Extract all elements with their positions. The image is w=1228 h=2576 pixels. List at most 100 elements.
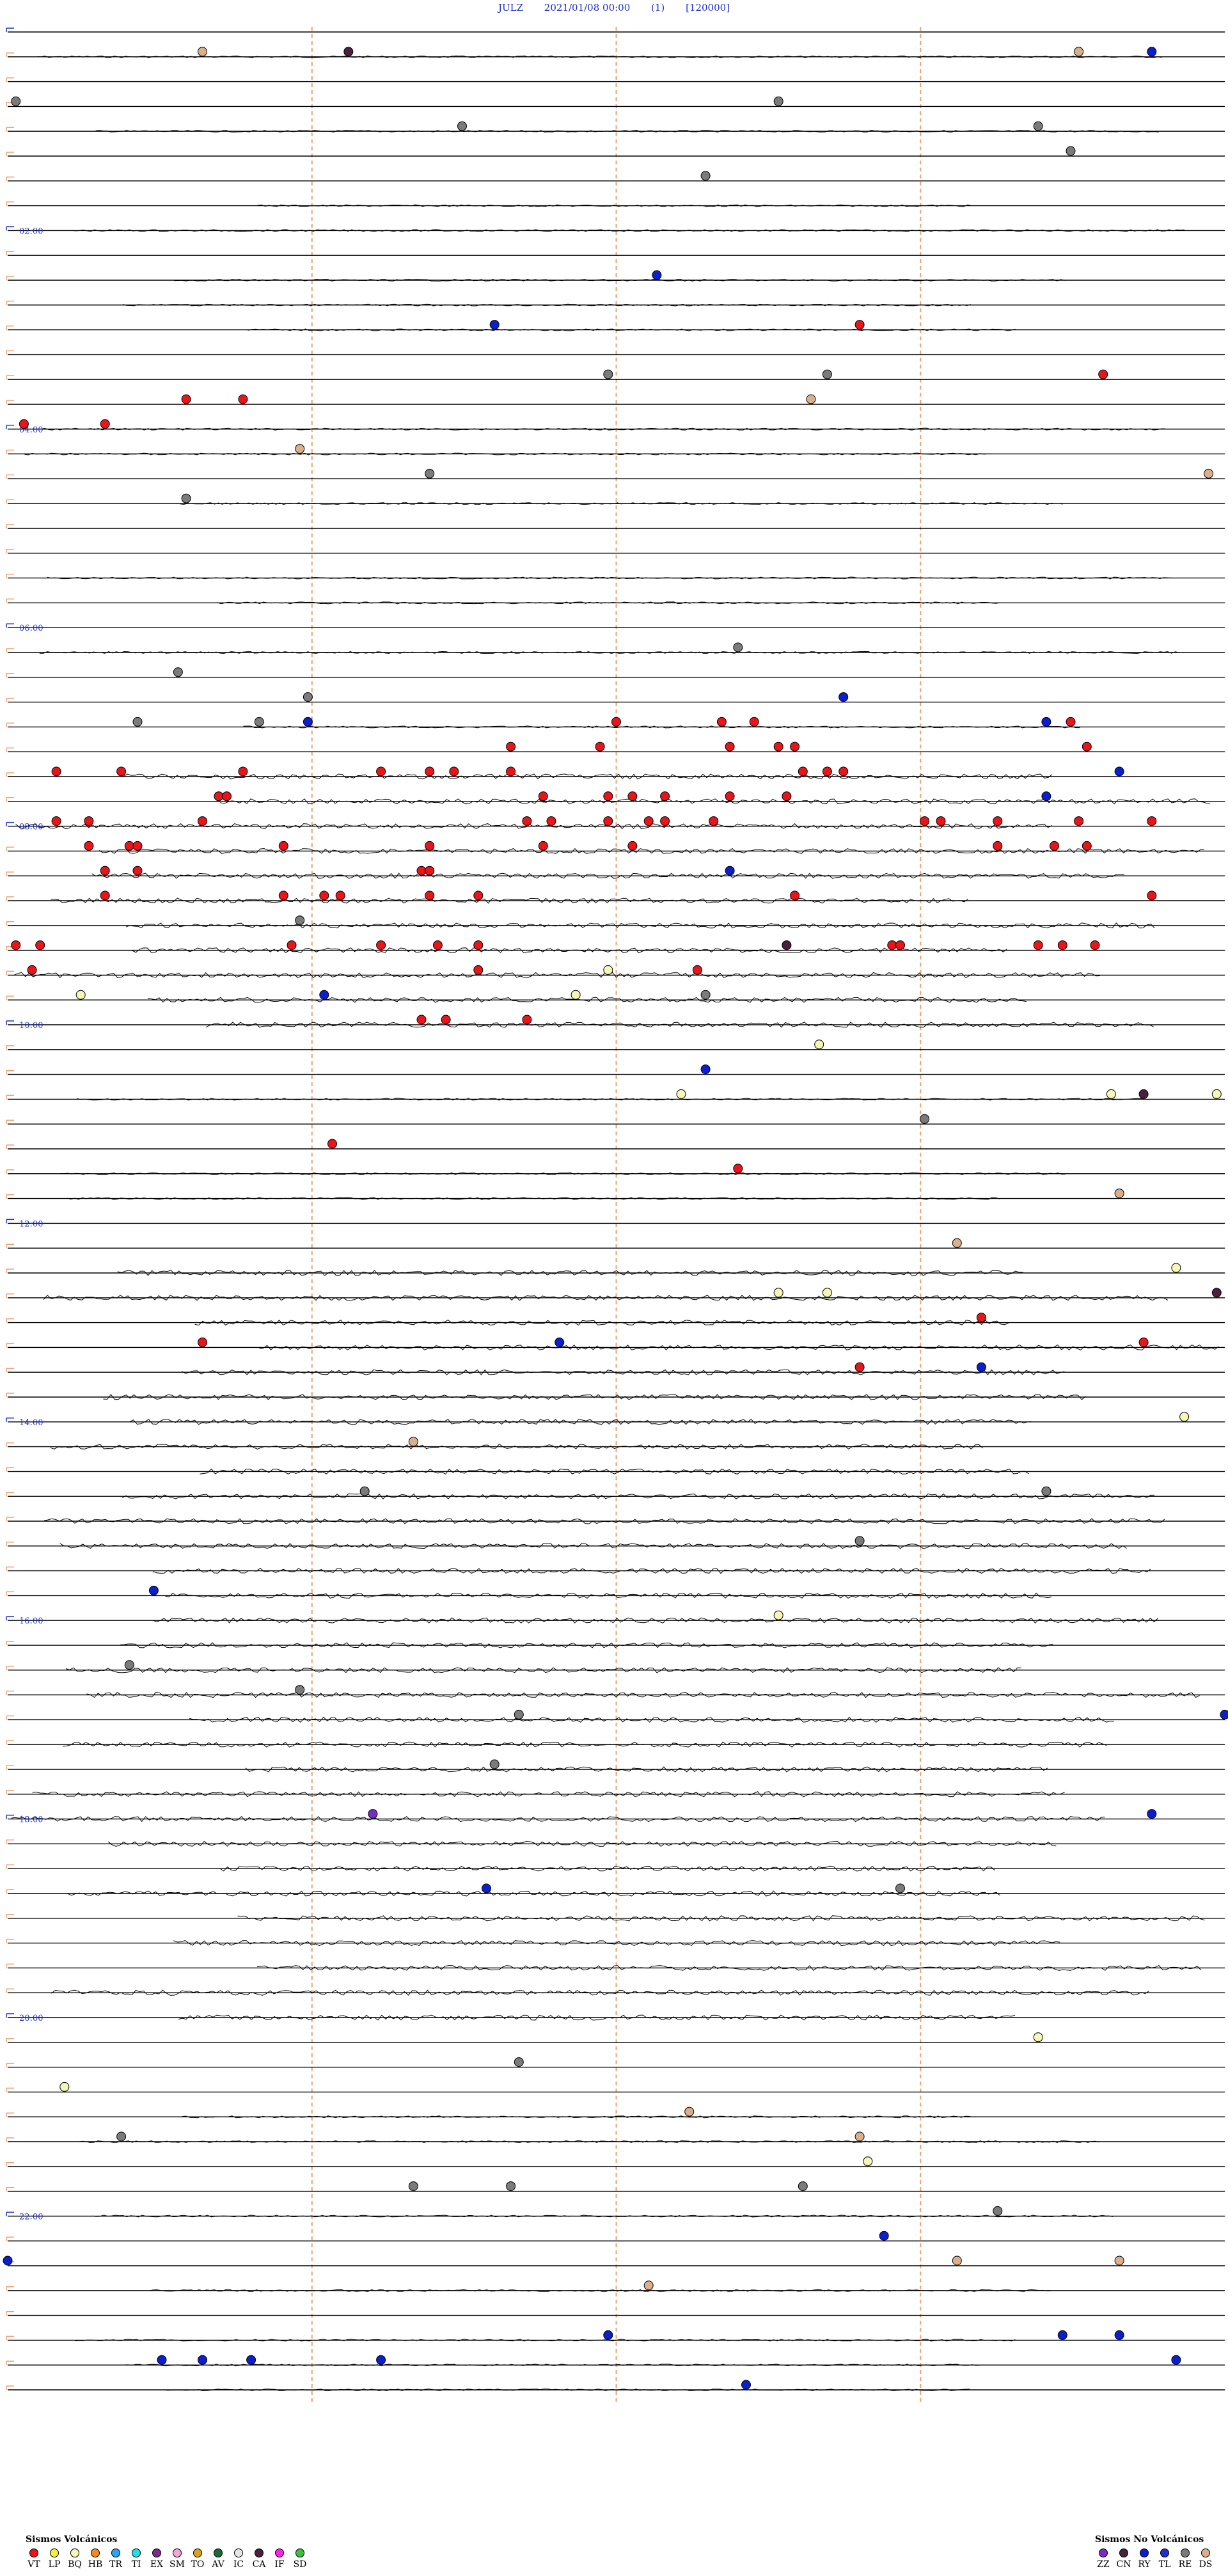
event-marker-bq [814,1039,824,1050]
trace-signal [180,502,1063,505]
event-marker-ry [489,320,500,330]
event-marker-vt [100,419,110,429]
trace-row-47 [6,1194,1225,1200]
trace-row-14 [6,375,1225,380]
event-marker-vt [425,766,435,777]
event-marker-vt [425,890,435,901]
event-marker-re [1041,1486,1051,1496]
trace-signal [103,1394,1086,1400]
event-marker-bq [75,990,86,1000]
event-marker-ds [1074,47,1084,57]
event-marker-vt [733,1164,743,1174]
legend-item-av: AV [210,2548,226,2570]
row-tick [6,995,14,1000]
trace-row-62 [6,1566,1225,1574]
legend-swatch [193,2548,202,2557]
event-marker-ry [652,270,662,280]
hour-label: 02:00 [19,226,43,236]
trace-row-42 [6,1070,1225,1075]
legend-item-ti: TI [128,2548,145,2570]
row-tick [6,1045,14,1050]
event-marker-ry [603,2330,613,2340]
event-marker-ca [1138,1089,1149,1099]
scale-label: [120000] [686,2,730,13]
event-marker-ry [157,2355,167,2365]
legend-code: EX [150,2559,164,2570]
event-marker-vt [660,791,670,802]
row-tick [6,1094,14,1100]
row-tick [6,1020,14,1025]
trace-signal [237,1915,1205,1922]
row-tick [6,970,14,976]
row-tick [6,549,14,553]
legend-item-ds: DS [1197,2548,1214,2570]
trace-row-28 [6,722,1225,729]
trace-signal [43,1295,1169,1301]
event-marker-re [132,716,143,727]
event-marker-vt [546,816,556,826]
event-marker-re [425,468,435,478]
trace-row-16 [6,425,1225,431]
trace-signal [257,204,972,207]
event-marker-vt [798,766,808,777]
row-tick [6,1393,14,1397]
trace-row-69 [6,1740,1225,1748]
event-marker-vt [51,766,61,777]
event-marker-vt [522,1015,532,1025]
event-marker-vt [100,890,110,901]
row-tick [6,325,14,330]
event-marker-vt [1050,841,1060,851]
event-marker-ds [1204,468,1214,478]
row-tick [6,1442,14,1447]
event-marker-vt [660,816,670,826]
event-marker-bq [603,965,613,975]
event-marker-vt [1098,369,1108,379]
event-marker-vt [790,890,800,901]
event-marker-vt [725,791,735,802]
event-marker-bq [1106,1089,1116,1099]
legend-swatch [173,2548,182,2557]
legend-item-if: IF [271,2548,288,2570]
legend-item-ex: EX [148,2548,165,2570]
start-datetime: 2021/01/08 00:00 [544,2,631,13]
trace-row-44 [6,1119,1225,1125]
trace-row-8 [6,226,1225,232]
event-marker-vt [19,419,29,429]
trace-signal [182,1369,1065,1376]
event-marker-vt [416,1015,427,1025]
row-tick [6,1119,14,1125]
event-marker-vt [1082,741,1092,752]
event-marker-bq [822,1288,832,1298]
event-marker-re [295,915,305,926]
event-marker-ry [700,1064,711,1075]
row-tick [6,301,14,305]
trace-signal [107,1840,1057,1847]
trace-row-22 [6,573,1225,580]
event-marker-ry [482,1883,491,1893]
trace-signal [259,1344,1219,1351]
event-marker-vt [132,865,143,876]
legend-code: ZZ [1097,2559,1110,2570]
row-tick [6,2211,14,2216]
legend-item-ca: CA [251,2548,267,2570]
trace-signal [50,1443,983,1450]
event-marker-vt [238,394,248,404]
trace-row-29 [6,747,1225,752]
legend-code: TO [191,2559,205,2570]
row-tick [6,772,14,777]
event-marker-ds [1114,2256,1124,2266]
event-marker-vt [84,841,94,851]
trace-row-77 [6,1938,1225,1947]
trace-row-91 [6,2286,1225,2292]
trace-signal [98,848,1204,854]
hour-label: 14:00 [19,1418,43,1428]
trace-row-43 [6,1094,1225,1101]
legend-item-re: RE [1177,2548,1193,2570]
event-marker-vt [132,841,143,851]
event-marker-vt [473,890,484,901]
trace-signal [152,1567,1151,1574]
trace-signal [164,1592,1052,1599]
row-tick [6,1566,14,1571]
event-marker-vt [603,816,613,826]
event-marker-ry [376,2355,386,2365]
